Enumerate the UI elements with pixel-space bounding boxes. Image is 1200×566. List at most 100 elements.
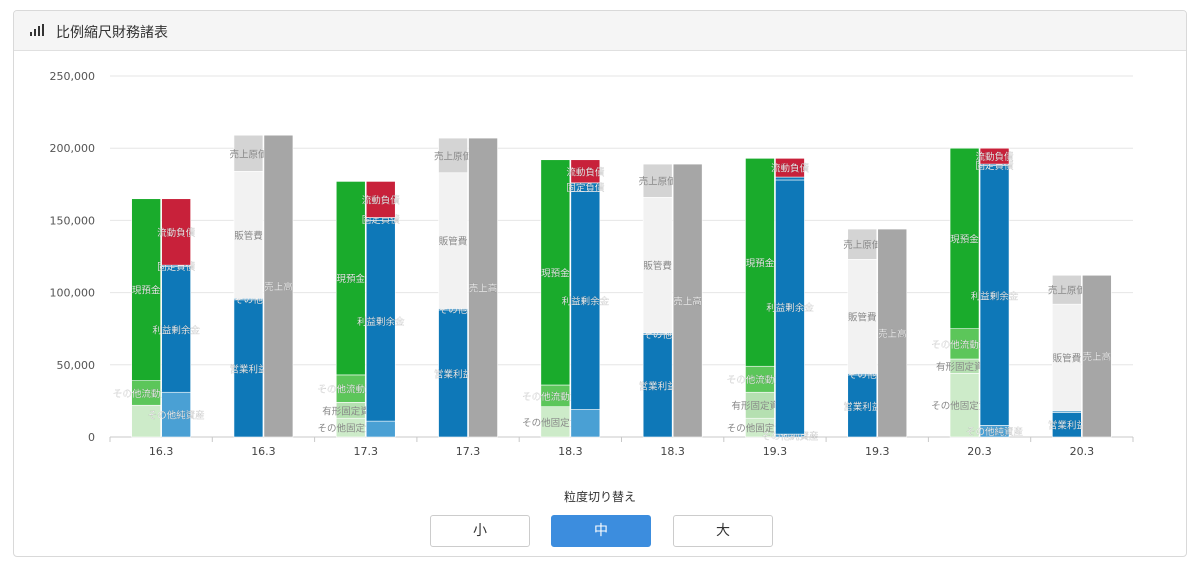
y-tick-label: 50,000 bbox=[57, 359, 96, 372]
y-tick-label: 150,000 bbox=[50, 214, 96, 227]
bar-segment bbox=[877, 228, 908, 438]
x-tick-label: 17.3 bbox=[354, 445, 379, 458]
bar-segment bbox=[233, 134, 264, 172]
bar-segment bbox=[233, 171, 264, 299]
segment-label: 現預金 bbox=[336, 273, 365, 285]
x-tick-label: 19.3 bbox=[865, 445, 890, 458]
segment-label: 有形固定資産 bbox=[322, 405, 379, 417]
granularity-large-button[interactable]: 大 bbox=[673, 515, 773, 547]
bar-segment bbox=[979, 147, 1010, 165]
granularity-medium-button[interactable]: 中 bbox=[551, 515, 651, 547]
segment-label: 売上原価 bbox=[843, 239, 882, 251]
bar-segment bbox=[775, 176, 805, 181]
segment-label: 流動負債 bbox=[157, 227, 196, 239]
segment-label: 営業利益 bbox=[229, 363, 268, 375]
segment-label: 現預金 bbox=[950, 233, 979, 245]
granularity-small-button[interactable]: 小 bbox=[430, 515, 530, 547]
bar-segment bbox=[570, 191, 601, 410]
bar-segment bbox=[335, 374, 366, 403]
stacked-bar-chart: 0 50,000 100,000 150,000 200,000 250,000 16.3 1… bbox=[50, 70, 1134, 458]
bar-segment bbox=[1052, 303, 1082, 412]
segment-label: 売上高 bbox=[264, 281, 293, 293]
bar-segment bbox=[949, 147, 980, 329]
segment-label: 営業利益 bbox=[1048, 420, 1087, 432]
x-tick-label: 18.3 bbox=[558, 445, 583, 458]
segment-label: 流動負債 bbox=[566, 166, 605, 178]
bar-segment bbox=[570, 159, 601, 184]
x-tick-label: 19.3 bbox=[763, 445, 788, 458]
bar-signal-icon bbox=[30, 24, 44, 36]
bar-segment bbox=[131, 380, 161, 406]
segment-label: 販管費 bbox=[848, 311, 877, 323]
bar-segment bbox=[672, 163, 703, 438]
segment-label: 売上高 bbox=[878, 328, 907, 340]
segment-label: 利益剰余金 bbox=[152, 324, 200, 336]
bar-segment bbox=[949, 373, 980, 438]
bar-segment bbox=[745, 365, 775, 393]
segment-label: 販管費 bbox=[643, 260, 672, 272]
segment-label: 売上高 bbox=[673, 296, 702, 308]
panel-title: 比例縮尺財務諸表 bbox=[56, 25, 168, 41]
segment-label: 利益剰余金 bbox=[562, 296, 610, 308]
bar-segment bbox=[335, 181, 366, 376]
bar-segment bbox=[775, 158, 805, 178]
bar-segment bbox=[847, 259, 878, 374]
segment-label: 売上高 bbox=[469, 283, 498, 295]
x-tick-label: 18.3 bbox=[660, 445, 685, 458]
bar-segment bbox=[365, 420, 396, 438]
x-tick-label: 20.3 bbox=[967, 445, 992, 458]
segment-label: 売上原価 bbox=[434, 150, 473, 162]
segment-label: 利益剰余金 bbox=[357, 316, 405, 328]
bar-segment bbox=[438, 137, 468, 174]
bar-segment bbox=[131, 404, 161, 438]
y-tick-label: 200,000 bbox=[50, 142, 96, 155]
segment-label: 営業利益 bbox=[843, 401, 882, 413]
segment-label: 営業利益 bbox=[639, 381, 678, 393]
segment-label: 売上原価 bbox=[229, 148, 268, 160]
bar-segment bbox=[540, 406, 571, 438]
bar-segment bbox=[161, 198, 191, 266]
panel-header: 比例縮尺財務諸表 bbox=[14, 11, 1186, 51]
bar-segment bbox=[745, 158, 775, 367]
bar-segment bbox=[979, 165, 1010, 426]
x-tick-label: 16.3 bbox=[251, 445, 276, 458]
bar-segment bbox=[161, 266, 191, 393]
bar-segment bbox=[540, 159, 571, 386]
segment-label: 流動負債 bbox=[976, 151, 1015, 163]
bar-segment bbox=[131, 198, 161, 381]
segment-label: 現預金 bbox=[132, 285, 161, 297]
segment-label: 流動負債 bbox=[362, 194, 401, 206]
segment-label: 有形固定資産 bbox=[936, 361, 993, 373]
segment-label: その他純資産 bbox=[148, 410, 205, 422]
x-tick-label: 20.3 bbox=[1070, 445, 1095, 458]
segment-label: 現預金 bbox=[541, 267, 570, 279]
segment-label: 利益剰余金 bbox=[971, 290, 1019, 302]
segment-label: 有形固定資産 bbox=[731, 400, 788, 412]
segment-label: 売上原価 bbox=[639, 176, 678, 188]
segment-label: 営業利益 bbox=[434, 368, 473, 380]
segment-label: 固定負債 bbox=[566, 182, 605, 194]
segment-label: 販管費 bbox=[234, 230, 263, 242]
x-tick-label: 16.3 bbox=[149, 445, 174, 458]
bar-segment bbox=[365, 181, 396, 218]
segment-label: 売上高 bbox=[1083, 351, 1112, 363]
segment-label: その他純資産 bbox=[966, 426, 1023, 438]
y-tick-label: 100,000 bbox=[50, 287, 96, 300]
bar-segment bbox=[161, 391, 191, 438]
segment-label: 利益剰余金 bbox=[766, 302, 814, 314]
granularity-label: 粒度切り替え bbox=[563, 490, 636, 504]
bar-segment bbox=[847, 228, 878, 260]
y-tick-label: 250,000 bbox=[50, 70, 96, 83]
y-tick-label: 0 bbox=[88, 431, 95, 444]
bar-segment bbox=[468, 137, 498, 438]
segment-label: 販管費 bbox=[1053, 353, 1082, 365]
bar-segment bbox=[233, 299, 264, 438]
bar-segment bbox=[775, 179, 805, 435]
segment-label: 流動負債 bbox=[771, 163, 810, 175]
bar-segment bbox=[1082, 274, 1112, 438]
bar-segment bbox=[1052, 274, 1082, 305]
x-tick-label: 17.3 bbox=[456, 445, 481, 458]
bar-segment bbox=[642, 196, 673, 334]
segment-label: 販管費 bbox=[439, 236, 468, 248]
segment-label: 現預金 bbox=[746, 257, 775, 269]
